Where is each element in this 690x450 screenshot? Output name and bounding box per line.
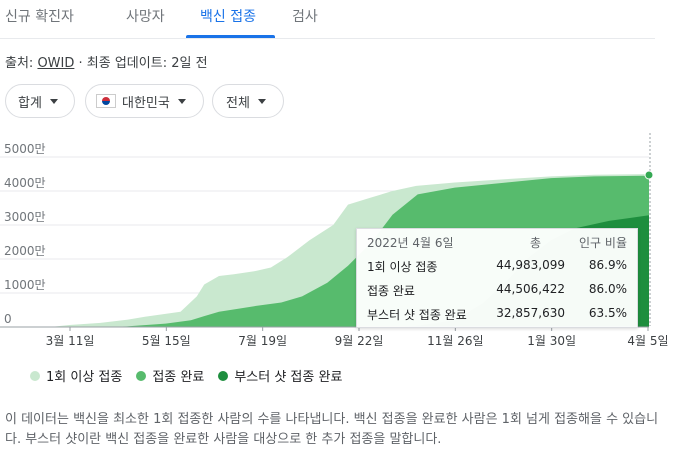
- tooltip-date: 2022년 4월 6일: [367, 236, 454, 250]
- source-line: 출처: OWID · 최종 업데이트: 2일 전: [5, 52, 208, 71]
- x-tick-label: 3월 11일: [46, 334, 95, 348]
- y-tick-label: 3000만: [4, 210, 46, 224]
- legend-swatch: [218, 370, 229, 381]
- korea-flag-icon: [96, 94, 116, 108]
- y-tick-label: 0: [4, 312, 12, 326]
- source-prefix: 출처:: [5, 56, 34, 71]
- tab-deaths[interactable]: 사망자: [126, 9, 165, 25]
- tab-new-cases[interactable]: 신규 확진자: [5, 9, 74, 25]
- country-dropdown-label: 대한민국: [122, 95, 170, 111]
- tooltip-row-label: 접종 완료: [367, 284, 415, 298]
- hover-point: [644, 170, 654, 180]
- tooltip-header-ratio: 인구 비율: [579, 236, 627, 250]
- tooltip-row-total: 32,857,630: [496, 306, 565, 320]
- legend-swatch: [30, 370, 40, 381]
- chart-tooltip: 2022년 4월 6일 총 인구 비율 1회 이상 접종 44,983,099 …: [356, 228, 638, 328]
- x-tick-label: 1월 30일: [527, 334, 576, 348]
- source-separator: ·: [74, 56, 87, 71]
- y-axis-ticks: 0 1000만 2000만 3000만 4000만 5000만: [4, 142, 46, 326]
- source-link[interactable]: OWID: [37, 56, 75, 71]
- x-axis-ticks: 3월 11일 5월 15일 7월 19일 9월 22일 11월 26일 1월 30일 4월 …: [0, 326, 669, 348]
- legend-label: 1회 이상 접종: [46, 370, 123, 385]
- legend-item[interactable]: 부스터 샷 접종 완료: [218, 366, 342, 385]
- tab-vaccination[interactable]: 백신 접종: [200, 9, 256, 25]
- y-tick-label: 2000만: [4, 244, 46, 258]
- metric-dropdown[interactable]: 합계: [5, 84, 75, 118]
- x-tick-label: 4월 5일: [627, 334, 668, 348]
- y-tick-label: 5000만: [4, 142, 46, 156]
- data-description: 이 데이터는 백신을 최소한 1회 접종한 사람의 수를 나타냅니다. 백신 접…: [5, 412, 659, 447]
- y-tick-label: 4000만: [4, 176, 46, 190]
- tooltip-row: 부스터 샷 접종 완료 32,857,630 63.5%: [367, 306, 627, 326]
- tooltip-row: 접종 완료 44,506,422 86.0%: [367, 282, 627, 302]
- active-tab-indicator: [186, 35, 275, 38]
- tooltip-row-ratio: 86.9%: [588, 258, 627, 272]
- tooltip-row-total: 44,506,422: [496, 282, 565, 296]
- scope-dropdown[interactable]: 전체: [212, 84, 284, 118]
- tooltip-row-total: 44,983,099: [496, 258, 565, 272]
- country-dropdown[interactable]: 대한민국: [85, 84, 204, 118]
- tooltip-header-total: 총: [530, 236, 542, 250]
- x-tick-label: 9월 22일: [335, 334, 384, 348]
- chevron-down-icon: [257, 98, 266, 104]
- chevron-down-icon: [177, 98, 186, 104]
- legend-label: 부스터 샷 접종 완료: [234, 370, 343, 385]
- legend-label: 접종 완료: [152, 370, 205, 385]
- tab-bar: 신규 확진자 사망자 백신 접종 검사: [0, 0, 655, 39]
- x-tick-label: 7월 19일: [238, 334, 287, 348]
- tooltip-row-label: 1회 이상 접종: [367, 260, 438, 274]
- legend-item[interactable]: 접종 완료: [136, 366, 204, 385]
- tooltip-row-ratio: 63.5%: [588, 306, 627, 320]
- y-tick-label: 1000만: [4, 278, 46, 292]
- last-updated: 최종 업데이트: 2일 전: [86, 56, 208, 71]
- tooltip-row: 1회 이상 접종 44,983,099 86.9%: [367, 258, 627, 278]
- scope-dropdown-label: 전체: [226, 95, 250, 111]
- metric-dropdown-label: 합계: [18, 95, 42, 111]
- chevron-down-icon: [49, 98, 58, 104]
- x-tick-label: 11월 26일: [427, 334, 483, 348]
- chart-legend: 1회 이상 접종 접종 완료 부스터 샷 접종 완료: [30, 366, 356, 385]
- tab-testing[interactable]: 검사: [292, 9, 318, 25]
- tooltip-row-label: 부스터 샷 접종 완료: [367, 308, 467, 322]
- tooltip-row-ratio: 86.0%: [588, 282, 627, 296]
- legend-swatch: [136, 370, 147, 381]
- x-tick-label: 5월 15일: [142, 334, 191, 348]
- legend-item[interactable]: 1회 이상 접종: [30, 366, 122, 385]
